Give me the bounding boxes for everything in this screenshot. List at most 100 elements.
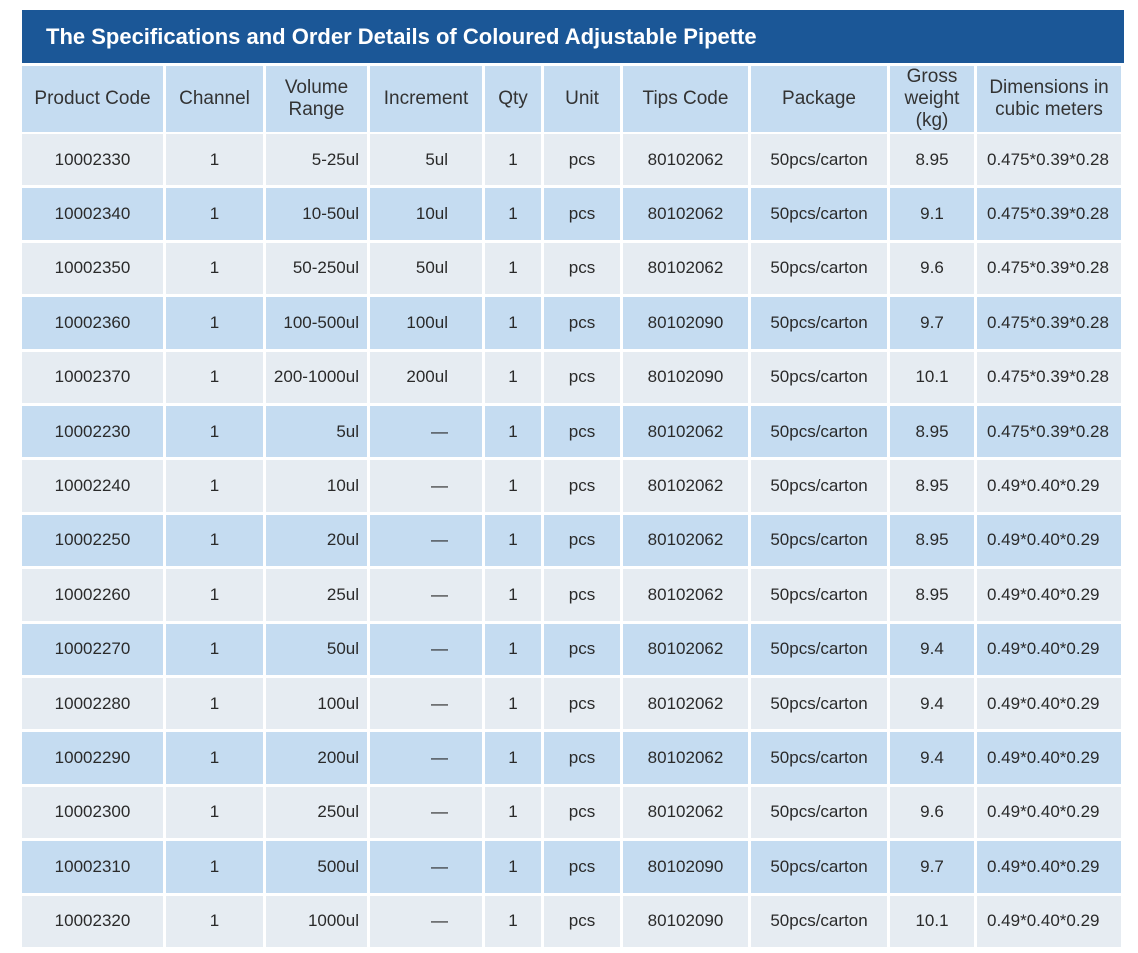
- table-cell: 80102062: [623, 242, 748, 295]
- table-cell: 10002310: [22, 841, 163, 893]
- table-cell: 1: [485, 678, 541, 730]
- table-cell: 9.4: [890, 732, 974, 784]
- table-cell: 80102090: [623, 841, 748, 893]
- header-cell: Tips Code: [623, 66, 748, 132]
- table-cell: —: [370, 732, 482, 784]
- table-title: The Specifications and Order Details of …: [22, 10, 1124, 63]
- table-cell: 0.475*0.39*0.28: [977, 242, 1121, 295]
- table-cell: 50pcs/carton: [751, 460, 887, 512]
- table-cell: 5-25ul: [266, 134, 367, 186]
- table-cell: 10ul: [266, 460, 367, 512]
- table-cell: 80102062: [623, 569, 748, 621]
- table-cell: 1: [485, 841, 541, 893]
- table-cell: 50pcs/carton: [751, 732, 887, 784]
- table-cell: 0.49*0.40*0.29: [977, 460, 1121, 512]
- table-cell: 1: [485, 895, 541, 947]
- header-cell: Product Code: [22, 66, 163, 132]
- table-cell: 10002280: [22, 678, 163, 730]
- table-cell: pcs: [544, 678, 620, 730]
- table-cell: 5ul: [370, 134, 482, 186]
- table-cell: 9.6: [890, 786, 974, 839]
- table-cell: 1: [485, 786, 541, 839]
- table-cell: 10-50ul: [266, 188, 367, 240]
- table-cell: 1: [166, 297, 263, 349]
- header-cell: Package: [751, 66, 887, 132]
- table-cell: —: [370, 460, 482, 512]
- header-cell: Volume Range: [266, 66, 367, 132]
- table-cell: 1: [485, 732, 541, 784]
- table-cell: 80102062: [623, 623, 748, 675]
- table-cell: 1: [166, 242, 263, 295]
- table-cell: pcs: [544, 242, 620, 295]
- table-cell: 50ul: [266, 623, 367, 675]
- table-cell: 80102062: [623, 188, 748, 240]
- table-cell: —: [370, 895, 482, 947]
- table-cell: pcs: [544, 406, 620, 458]
- table-cell: 80102062: [623, 514, 748, 567]
- table-cell: pcs: [544, 188, 620, 240]
- table-cell: 1: [485, 569, 541, 621]
- table-cell: 1: [166, 786, 263, 839]
- table-cell: 10002230: [22, 406, 163, 458]
- table-cell: 9.7: [890, 297, 974, 349]
- table-cell: —: [370, 623, 482, 675]
- table-cell: 1: [166, 460, 263, 512]
- table-cell: 50pcs/carton: [751, 841, 887, 893]
- table-cell: 0.475*0.39*0.28: [977, 351, 1121, 403]
- table-cell: 100-500ul: [266, 297, 367, 349]
- table-cell: 10002370: [22, 351, 163, 403]
- table-cell: 1: [485, 242, 541, 295]
- table-cell: 10.1: [890, 895, 974, 947]
- table-cell: 1: [166, 406, 263, 458]
- table-cell: 9.1: [890, 188, 974, 240]
- table-cell: 10002350: [22, 242, 163, 295]
- table-cell: 8.95: [890, 406, 974, 458]
- table-cell: 0.49*0.40*0.29: [977, 895, 1121, 947]
- table-cell: 0.475*0.39*0.28: [977, 188, 1121, 240]
- table-cell: 1: [166, 188, 263, 240]
- table-cell: —: [370, 678, 482, 730]
- table-cell: 200ul: [370, 351, 482, 403]
- table-cell: 10002270: [22, 623, 163, 675]
- table-cell: pcs: [544, 351, 620, 403]
- table-cell: 25ul: [266, 569, 367, 621]
- table-cell: 80102062: [623, 406, 748, 458]
- table-cell: 50pcs/carton: [751, 895, 887, 947]
- table-cell: —: [370, 569, 482, 621]
- header-cell: Qty: [485, 66, 541, 132]
- table-cell: 500ul: [266, 841, 367, 893]
- table-cell: 10002330: [22, 134, 163, 186]
- table-cell: 50pcs/carton: [751, 514, 887, 567]
- header-cell: Increment: [370, 66, 482, 132]
- table-cell: 8.95: [890, 514, 974, 567]
- table-cell: 1: [166, 732, 263, 784]
- table-cell: 1: [485, 460, 541, 512]
- table-cell: 0.49*0.40*0.29: [977, 514, 1121, 567]
- table-cell: 50pcs/carton: [751, 134, 887, 186]
- table-cell: —: [370, 841, 482, 893]
- table-cell: 8.95: [890, 460, 974, 512]
- table-cell: pcs: [544, 732, 620, 784]
- table-cell: 1: [166, 841, 263, 893]
- table-cell: 80102062: [623, 134, 748, 186]
- table-cell: 50-250ul: [266, 242, 367, 295]
- table-cell: 1: [485, 134, 541, 186]
- table-cell: —: [370, 514, 482, 567]
- table-cell: 10ul: [370, 188, 482, 240]
- table-cell: —: [370, 786, 482, 839]
- table-cell: 50pcs/carton: [751, 678, 887, 730]
- table-cell: 1: [485, 351, 541, 403]
- table-cell: 80102090: [623, 297, 748, 349]
- table-cell: —: [370, 406, 482, 458]
- table-cell: 10002290: [22, 732, 163, 784]
- table-cell: pcs: [544, 514, 620, 567]
- table-cell: 1000ul: [266, 895, 367, 947]
- table-cell: 1: [166, 351, 263, 403]
- table-cell: 80102090: [623, 895, 748, 947]
- table-cell: 1: [485, 188, 541, 240]
- table-cell: 50ul: [370, 242, 482, 295]
- table-cell: 8.95: [890, 569, 974, 621]
- table-cell: 8.95: [890, 134, 974, 186]
- table-cell: 0.475*0.39*0.28: [977, 134, 1121, 186]
